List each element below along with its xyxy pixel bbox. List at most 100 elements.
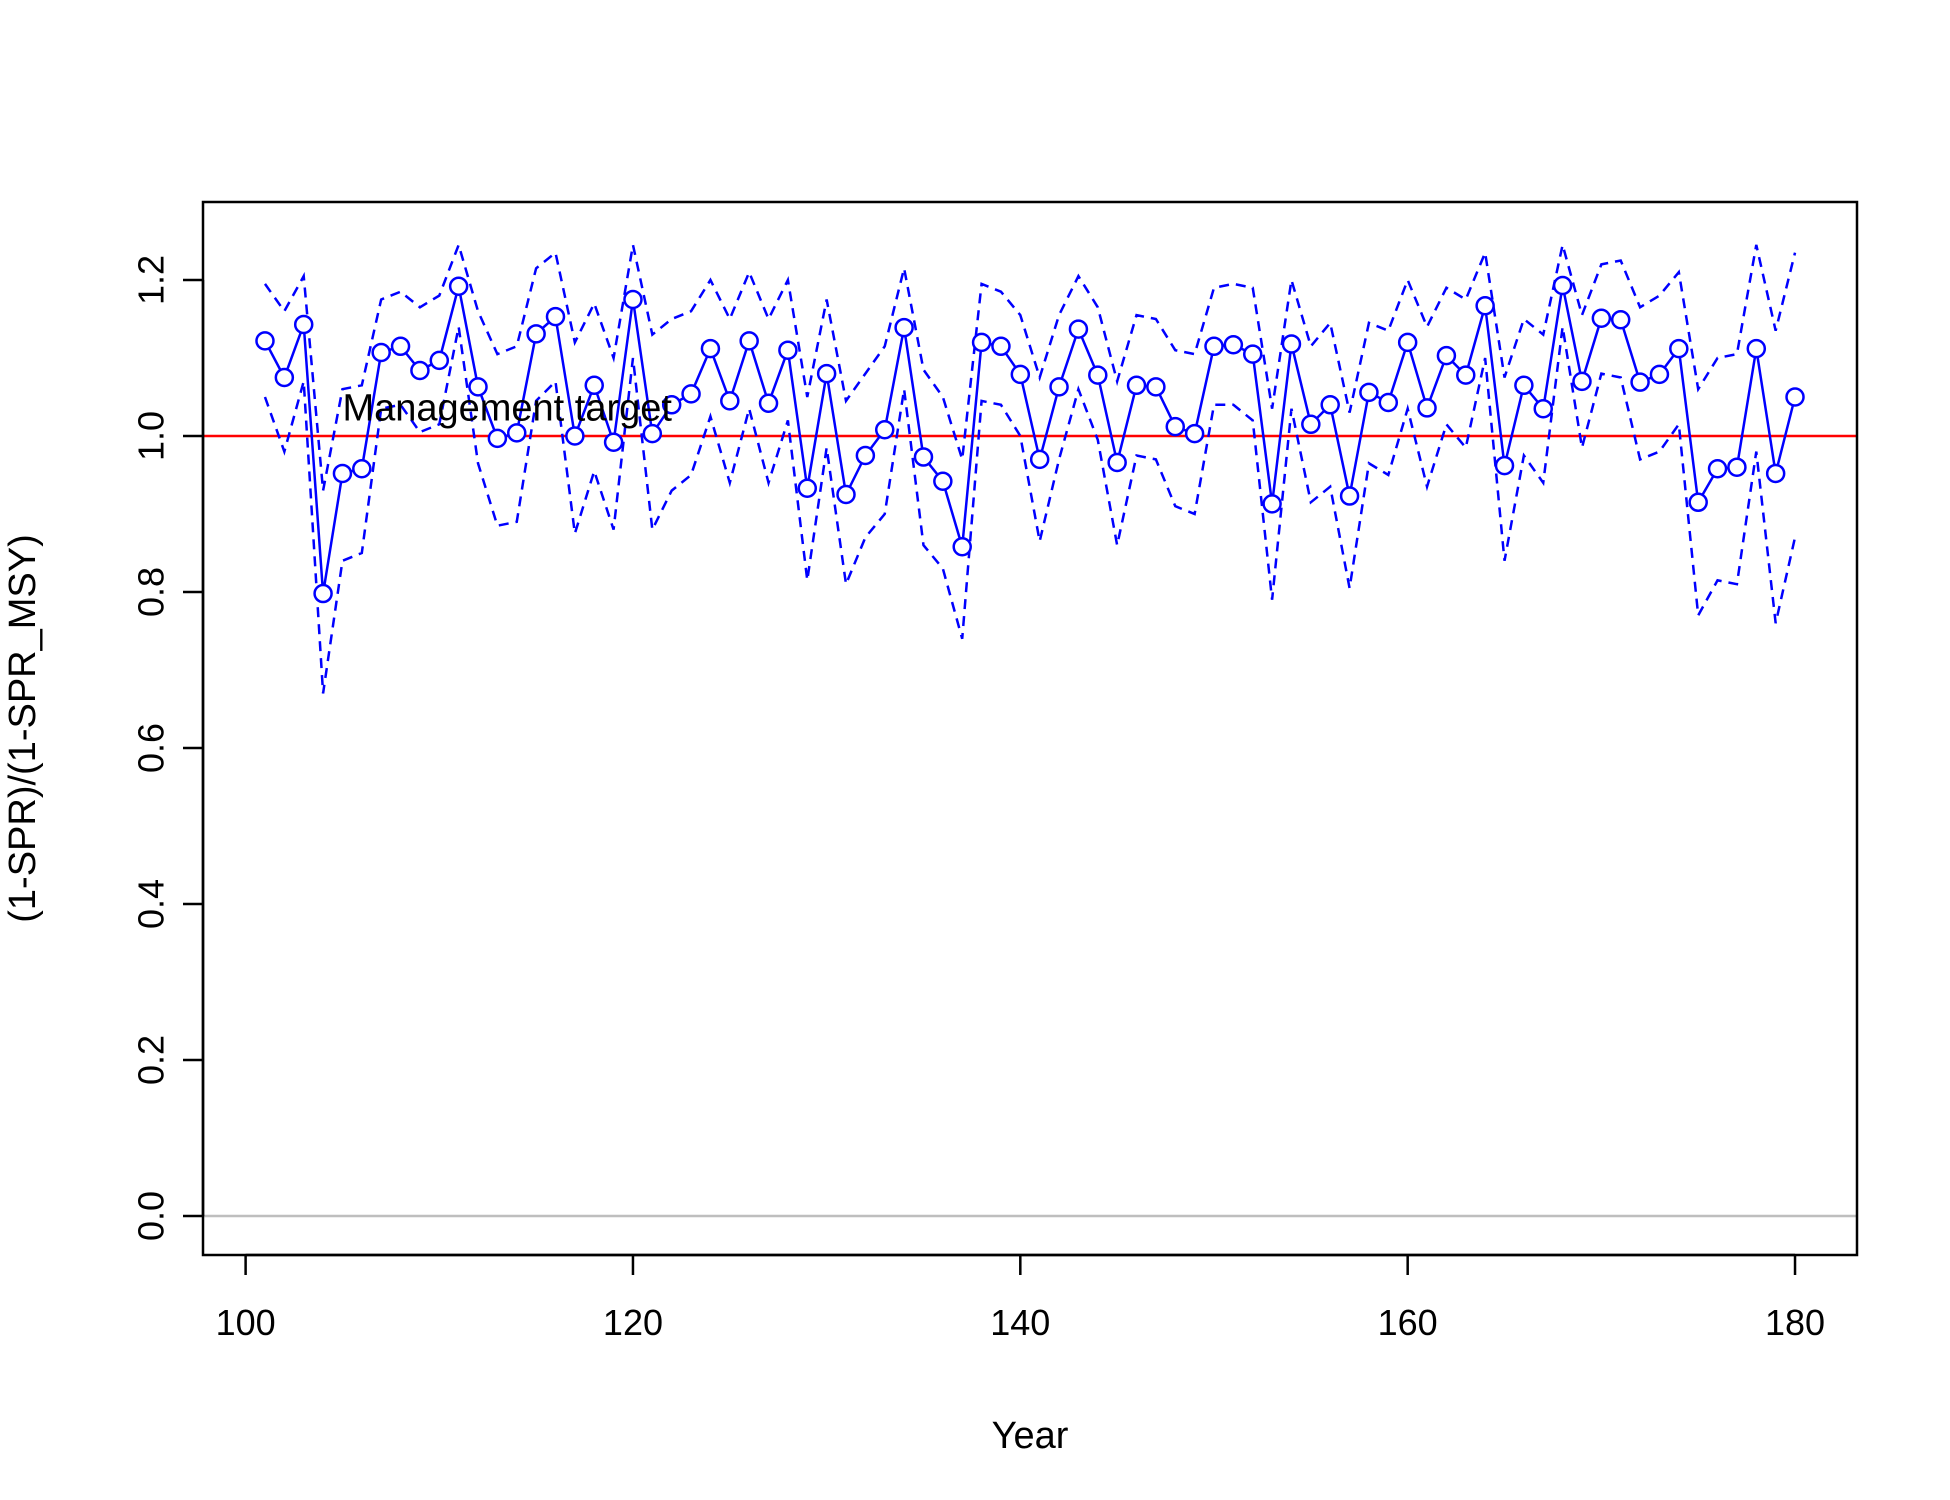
data-point (390, 336, 411, 357)
y-tick-label: 0.8 (131, 567, 172, 617)
data-point (1669, 338, 1689, 359)
data-point (603, 432, 624, 452)
data-point (933, 471, 953, 491)
data-point (448, 276, 469, 296)
data-point (1456, 365, 1476, 385)
y-axis: 0.0 0.2 0.4 0.6 0.8 1.0 1.2 (131, 255, 205, 1241)
data-point (1765, 463, 1786, 484)
data-point (1204, 336, 1224, 357)
management-target-label: Management target (342, 387, 672, 429)
data-point (487, 428, 508, 449)
plot-frame (201, 200, 1859, 1257)
data-point (410, 360, 430, 381)
data-point (584, 375, 604, 396)
data-point (700, 338, 721, 359)
data-point (1339, 486, 1360, 506)
data-point (1707, 459, 1728, 479)
y-tick-label: 0.6 (131, 723, 172, 773)
data-point (1281, 334, 1302, 354)
data-point (1552, 275, 1573, 296)
upper-bound-line (263, 240, 1797, 491)
data-point (952, 537, 972, 557)
data-point (797, 478, 818, 499)
data-point (874, 420, 895, 440)
data-point (1494, 455, 1515, 476)
data-point (371, 342, 391, 363)
data-point (971, 332, 992, 353)
data-point (778, 340, 798, 360)
y-axis-title: (1-SPR)/(1-SPR_MSY) (2, 534, 44, 923)
x-tick-label: 180 (1765, 1302, 1825, 1343)
data-point (1107, 452, 1127, 473)
data-point (1049, 377, 1069, 397)
data-point (255, 331, 275, 351)
data-point (661, 395, 682, 415)
data-point (565, 426, 585, 446)
data-point (1630, 372, 1650, 392)
data-point (836, 484, 856, 505)
data-point (1320, 395, 1340, 415)
data-point (1359, 382, 1379, 403)
data-point (623, 289, 643, 310)
data-point (1184, 423, 1205, 444)
data-point (758, 393, 779, 413)
x-axis-title: Year (992, 1415, 1069, 1457)
data-point (894, 317, 914, 338)
data-point (1126, 375, 1147, 396)
y-tick-label: 1.0 (131, 411, 172, 461)
x-axis: 100 120 140 160 180 (216, 1253, 1825, 1343)
data-point (526, 324, 546, 344)
data-point (1146, 377, 1166, 397)
lower-bound-line (263, 326, 1797, 694)
data-point (332, 463, 353, 484)
data-point (1727, 457, 1747, 477)
x-tick-label: 160 (1378, 1302, 1438, 1343)
x-tick-label: 100 (216, 1302, 276, 1343)
data-points-layer (255, 275, 1805, 604)
data-point (1223, 334, 1244, 355)
x-tick-label: 120 (603, 1302, 663, 1343)
data-point (1378, 392, 1399, 413)
data-point (1397, 332, 1418, 353)
data-point (739, 331, 759, 351)
data-point (1475, 295, 1495, 316)
data-point (1010, 364, 1031, 385)
x-tick-label: 140 (990, 1302, 1050, 1343)
data-point (720, 391, 740, 411)
data-point (991, 336, 1011, 357)
data-point (1514, 375, 1534, 396)
y-tick-label: 0.4 (131, 879, 172, 929)
data-point (1688, 492, 1708, 513)
data-point (1572, 371, 1592, 392)
data-point (429, 350, 450, 371)
data-point (816, 363, 837, 384)
data-point (1533, 398, 1553, 419)
data-point (274, 367, 295, 388)
data-point (1068, 319, 1089, 339)
confidence-bands-layer (263, 240, 1797, 694)
data-point (1088, 365, 1108, 385)
data-point (1417, 398, 1437, 418)
data-point (545, 306, 566, 327)
data-point (1436, 345, 1457, 366)
data-point (1165, 416, 1186, 437)
data-point (1301, 414, 1321, 435)
data-point (681, 384, 701, 404)
data-point (313, 583, 333, 604)
data-point (1591, 308, 1612, 328)
data-point (1649, 364, 1670, 385)
y-tick-label: 0.2 (131, 1035, 172, 1085)
data-point (507, 423, 527, 443)
data-point (855, 445, 876, 466)
y-tick-label: 0.0 (131, 1191, 172, 1241)
data-point (1610, 310, 1631, 330)
data-point (1746, 338, 1767, 359)
data-point (642, 423, 663, 444)
data-point (1242, 344, 1263, 364)
data-point (1029, 449, 1050, 470)
data-point (1785, 387, 1805, 407)
data-point (468, 377, 488, 397)
data-point (352, 459, 372, 479)
reference-lines-layer (203, 434, 1857, 1218)
